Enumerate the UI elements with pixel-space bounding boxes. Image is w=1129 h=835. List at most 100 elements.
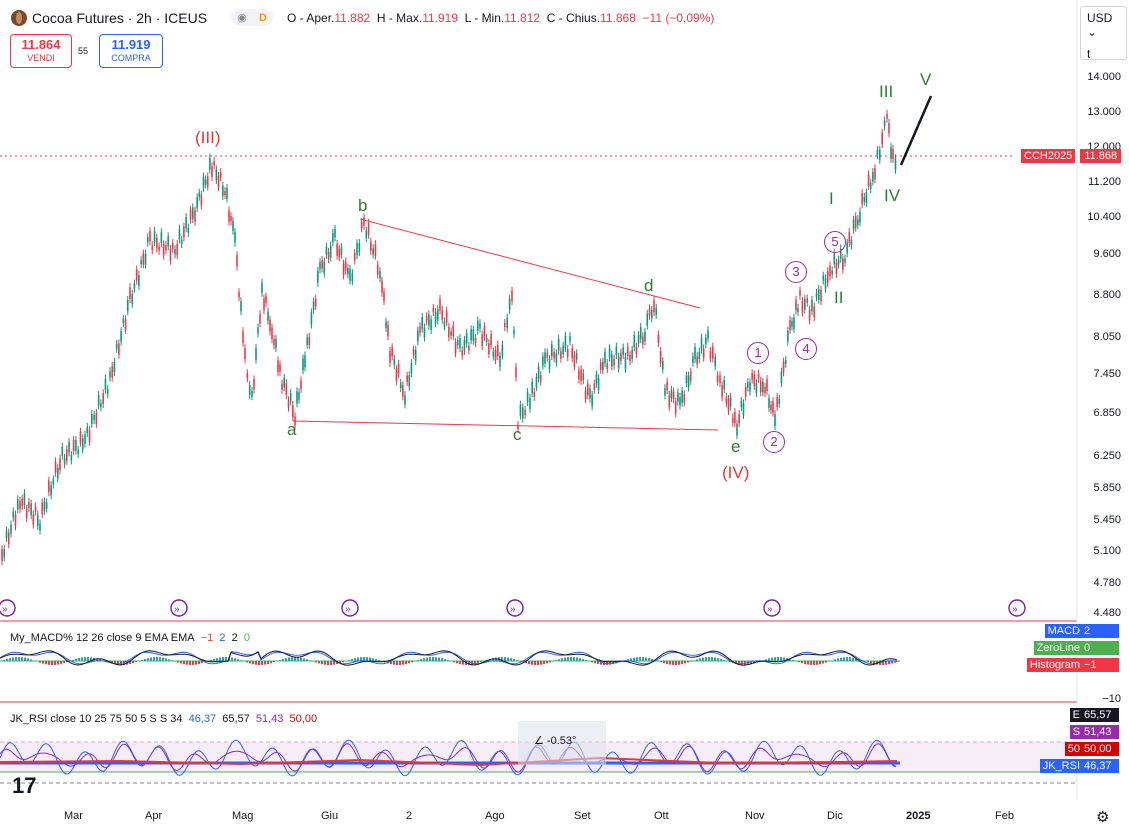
candle-body [310,312,313,325]
macd-legend[interactable]: My_MACD% 12 26 close 9 EMA EMA −1 2 2 0 [10,632,251,644]
candle-body [194,210,196,222]
macd-histogram-bar [63,661,65,664]
candle-body [515,366,517,378]
candle-body [334,228,336,238]
candle-body [302,358,304,371]
candle-body [611,354,613,367]
rsi-tag-label: JK_RSI [1039,759,1083,773]
candle-body [187,227,190,233]
candle-body [50,485,52,496]
tradingview-logo-icon[interactable]: 17 [12,773,37,798]
candle-body [191,207,194,219]
candle-body [389,351,391,363]
candle-body [637,334,640,344]
macd-histogram-bar [891,661,893,664]
candle-body [84,434,86,444]
candle-body [620,352,622,361]
macd-axis-bottom: −10 [1102,693,1121,705]
candle-body [806,298,808,303]
candle-body [655,307,657,315]
unit-selector[interactable]: t [1087,47,1091,61]
candle-body [501,344,504,356]
candle-body [385,321,387,329]
settings-gear-icon[interactable]: ⚙ [1096,809,1110,826]
macd-histogram-bar [261,661,263,665]
candle-body [622,347,624,355]
candle-body [261,282,263,293]
candle-body [75,439,77,451]
macd-histogram-bar [375,659,377,661]
candle-body [635,346,638,354]
sell-button[interactable]: 11.864 VENDI [10,34,72,68]
macd-histogram-bar [111,661,113,664]
buy-button[interactable]: 11.919 COMPRA [99,34,163,68]
macd-histogram-bar [627,659,629,661]
candle-body [86,426,89,434]
macd-histogram-bar [819,661,821,665]
currency-selector[interactable]: USD ⌄ t [1080,6,1127,61]
macd-histogram-bar [225,657,227,661]
macd-tag-value: −1 [1081,658,1119,672]
rsi-legend[interactable]: JK_RSI close 10 25 75 50 5 S S 34 46,37 … [10,713,318,725]
candle-body [97,395,100,406]
macd-histogram-bar [372,658,374,661]
candle-body [892,148,894,159]
candle-body [659,351,662,364]
macd-histogram-bar [609,661,611,665]
macd-histogram-bar [708,657,710,661]
candle-body [202,176,205,188]
candle-body [544,352,546,364]
candle-body [461,350,464,356]
candle-body [54,461,57,473]
candle-body [59,458,61,471]
macd-histogram-bar [816,661,818,665]
candle-body [768,398,770,409]
candle-body [879,149,881,160]
candle-body [198,192,201,197]
candle-body [531,381,533,394]
macd-histogram-bar [561,658,563,661]
macd-histogram-bar [78,658,80,661]
macd-histogram-bar [447,660,449,661]
macd-histogram-bar [378,660,380,661]
macd-histogram-bar [630,658,632,661]
candle-body [251,391,253,397]
macd-histogram-bar [36,661,38,662]
candle-body [822,275,825,281]
candle-body [813,306,816,318]
price-tick-label: 5.850 [1093,482,1121,494]
symbol-title[interactable]: Cocoa Futures · 2h · ICEUS [10,9,207,27]
candle-body [160,232,163,243]
status-pill[interactable]: ◉ D [231,9,273,26]
macd-histogram-bar [66,661,68,663]
macd-histogram-bar [153,657,155,661]
candle-body [406,375,408,382]
candle-body [820,289,822,302]
macd-histogram-bar [186,661,188,665]
candle-body [562,345,564,355]
candle-body [852,219,855,230]
macd-histogram-bar [48,661,50,665]
candle-body [874,168,876,180]
candle-body [694,347,696,360]
macd-histogram-bar [21,657,23,661]
macd-histogram-bar [597,661,599,665]
candle-body [402,385,404,397]
candle-body [846,242,848,254]
macd-histogram-bar [831,660,833,661]
macd-histogram-bar [51,661,53,665]
candle-body [702,348,705,358]
session-marker-glyph: » [345,604,351,615]
macd-histogram-bar [87,657,89,661]
candle-body [351,273,354,282]
candle-body [419,326,421,333]
candle-body [606,363,609,370]
macd-histogram-bar [6,658,8,661]
macd-histogram-bar [459,661,461,665]
candle-body [566,349,569,358]
rsi-tag-label: S [1069,725,1083,739]
candle-body [496,344,499,357]
macd-histogram-bar [582,659,584,661]
candle-body [452,325,455,337]
